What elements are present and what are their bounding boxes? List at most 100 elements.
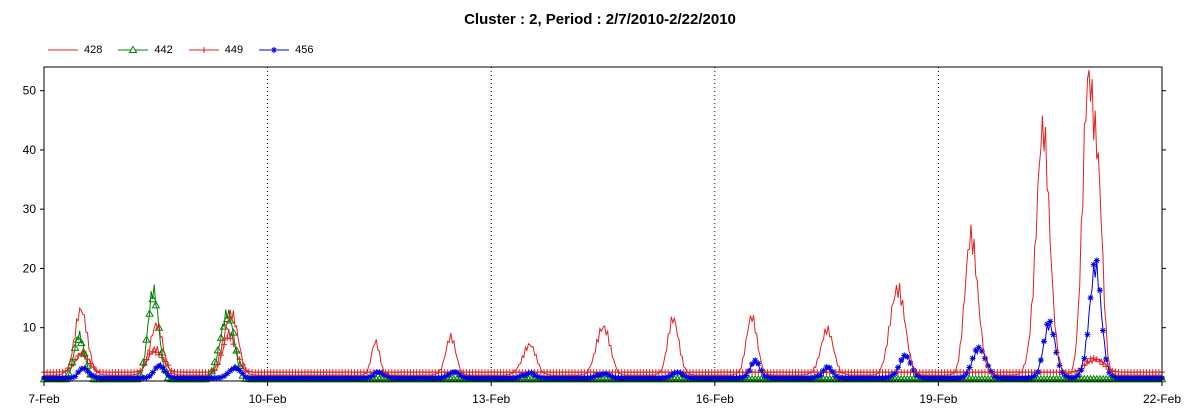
marker-449-120	[227, 335, 234, 342]
marker-456-226	[391, 374, 398, 381]
marker-456-272	[463, 374, 470, 381]
marker-456-218	[379, 371, 386, 378]
marker-456-668	[1078, 367, 1085, 374]
marker-456-66	[143, 374, 150, 381]
marker-456-416	[686, 374, 693, 381]
marker-456-212	[370, 372, 377, 379]
marker-456-438	[721, 375, 728, 382]
marker-456-326	[547, 375, 554, 382]
legend-swatch-442	[118, 45, 149, 53]
series-428	[44, 69, 1162, 376]
marker-449-674	[1087, 355, 1094, 362]
legend-swatch-428	[48, 49, 78, 51]
marker-456-92	[183, 375, 190, 382]
marker-456-338	[565, 375, 572, 382]
marker-456-612	[991, 373, 998, 380]
marker-456-190	[336, 375, 343, 382]
marker-456-120	[227, 367, 234, 374]
marker-456-604	[978, 348, 985, 355]
marker-456-534	[870, 375, 877, 382]
marker-456-398	[659, 374, 666, 381]
marker-456-474	[777, 375, 784, 382]
marker-456-132	[245, 374, 252, 381]
marker-456-48	[115, 375, 122, 382]
marker-456-322	[540, 374, 547, 381]
marker-456-370	[615, 374, 622, 381]
marker-456-680	[1096, 287, 1103, 294]
marker-456-302	[509, 374, 516, 381]
marker-456-314	[528, 369, 535, 376]
x-tick-label-2: 13-Feb	[472, 392, 510, 406]
marker-456-98	[193, 375, 200, 382]
marker-456-164	[295, 375, 302, 382]
marker-456-678	[1093, 257, 1100, 264]
series-456	[41, 257, 1165, 382]
marker-456-574	[932, 375, 939, 382]
marker-456-124	[233, 365, 240, 372]
marker-456-374	[621, 375, 628, 382]
marker-456-704	[1134, 375, 1141, 382]
legend-item-428: 428	[48, 44, 102, 56]
marker-456-468	[767, 374, 774, 381]
marker-456-298	[503, 375, 510, 382]
marker-456-180	[320, 375, 327, 382]
marker-456-630	[1019, 375, 1026, 382]
marker-456-430	[708, 375, 715, 382]
marker-456-428	[705, 375, 712, 382]
marker-456-330	[553, 375, 560, 382]
marker-456-654	[1056, 362, 1063, 369]
marker-456-414	[683, 373, 690, 380]
marker-456-410	[677, 370, 684, 377]
marker-456-176	[314, 375, 321, 382]
marker-456-282	[478, 375, 485, 382]
marker-456-184	[326, 375, 333, 382]
marker-456-542	[882, 374, 889, 381]
marker-456-210	[367, 373, 374, 380]
marker-456-524	[854, 375, 861, 382]
marker-456-440	[724, 375, 731, 382]
marker-456-166	[298, 375, 305, 382]
marker-456-172	[308, 375, 315, 382]
marker-456-158	[286, 375, 293, 382]
legend-item-456: 456	[259, 44, 313, 56]
marker-449-72	[152, 349, 159, 356]
marker-456-94	[186, 375, 193, 382]
marker-456-304	[513, 374, 520, 381]
series-442	[39, 284, 1167, 383]
marker-456-136	[252, 375, 259, 382]
marker-456-676	[1090, 261, 1097, 268]
marker-456-106	[205, 375, 212, 382]
marker-456-60	[134, 375, 141, 382]
marker-456-558	[907, 360, 914, 367]
marker-456-624	[1009, 375, 1016, 382]
marker-456-244	[419, 375, 426, 382]
marker-456-536	[873, 375, 880, 382]
marker-456-634	[1025, 374, 1032, 381]
x-tick-label-5: 22-Feb	[1143, 392, 1181, 406]
marker-456-234	[404, 375, 411, 382]
marker-456-80	[165, 372, 172, 379]
marker-456-548	[891, 370, 898, 377]
marker-456-270	[460, 373, 467, 380]
marker-456-350	[584, 374, 591, 381]
marker-456-276	[469, 375, 476, 382]
marker-456-40	[103, 375, 110, 382]
marker-456-224	[388, 374, 395, 381]
marker-456-348	[581, 375, 588, 382]
marker-456-490	[801, 375, 808, 382]
marker-456-456	[749, 361, 756, 368]
series-449	[41, 328, 1165, 376]
marker-456-476	[780, 375, 787, 382]
marker-456-388	[643, 375, 650, 382]
marker-456-236	[407, 375, 414, 382]
marker-456-658	[1062, 372, 1069, 379]
marker-456-208	[363, 374, 370, 381]
marker-456-102	[199, 375, 206, 382]
marker-456-148	[270, 375, 277, 382]
marker-456-342	[572, 375, 579, 382]
marker-456-296	[500, 375, 507, 382]
x-tick-label-1: 10-Feb	[249, 392, 287, 406]
marker-456-262	[447, 370, 454, 377]
marker-456-368	[612, 374, 619, 381]
marker-456-104	[202, 375, 209, 382]
